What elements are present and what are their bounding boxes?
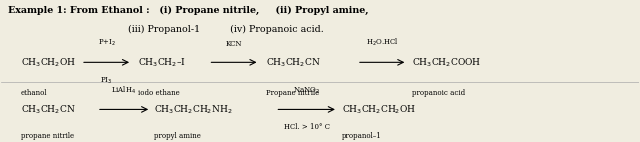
Text: KCN: KCN bbox=[226, 40, 242, 48]
Text: CH$_3$CH$_2$CN: CH$_3$CH$_2$CN bbox=[20, 103, 75, 116]
Text: propanol–1: propanol–1 bbox=[342, 132, 382, 140]
Text: CH$_3$CH$_2$–I: CH$_3$CH$_2$–I bbox=[138, 56, 186, 69]
Text: (iii) Propanol-1          (iv) Propanoic acid.: (iii) Propanol-1 (iv) Propanoic acid. bbox=[8, 25, 323, 34]
Text: CH$_3$CH$_2$CH$_2$OH: CH$_3$CH$_2$CH$_2$OH bbox=[342, 103, 417, 116]
Text: CH$_3$CH$_2$COOH: CH$_3$CH$_2$COOH bbox=[412, 56, 482, 69]
Text: Example 1: From Ethanol :   (i) Propane nitrile,     (ii) Propyl amine,: Example 1: From Ethanol : (i) Propane ni… bbox=[8, 6, 368, 15]
Text: HCl. > 10° C: HCl. > 10° C bbox=[284, 123, 330, 131]
Text: LiAlH$_4$: LiAlH$_4$ bbox=[111, 84, 137, 96]
Text: P+I$_2$: P+I$_2$ bbox=[97, 38, 116, 48]
Text: CH$_3$CH$_2$CH$_2$NH$_2$: CH$_3$CH$_2$CH$_2$NH$_2$ bbox=[154, 103, 233, 116]
Text: propanoic acid: propanoic acid bbox=[412, 89, 465, 97]
Text: ethanol: ethanol bbox=[20, 89, 47, 97]
Text: Propane nitrile: Propane nitrile bbox=[266, 89, 319, 97]
Text: iodo ethane: iodo ethane bbox=[138, 89, 180, 97]
Text: CH$_3$CH$_2$OH: CH$_3$CH$_2$OH bbox=[20, 56, 76, 69]
Text: propyl amine: propyl amine bbox=[154, 132, 201, 140]
Text: CH$_3$CH$_2$CN: CH$_3$CH$_2$CN bbox=[266, 56, 321, 69]
Text: PI$_3$: PI$_3$ bbox=[100, 76, 113, 86]
Text: NaNO$_2$: NaNO$_2$ bbox=[293, 85, 320, 96]
Text: H$_2$O.HCl: H$_2$O.HCl bbox=[365, 37, 399, 48]
Text: propane nitrile: propane nitrile bbox=[20, 132, 74, 140]
